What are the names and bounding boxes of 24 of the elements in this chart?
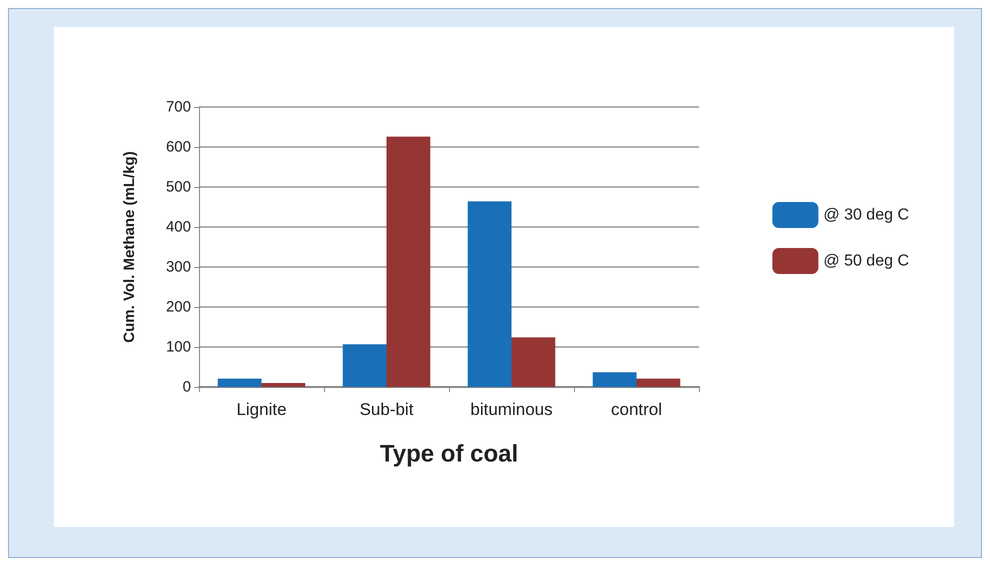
y-tick-label: 300 <box>166 258 191 276</box>
x-tick-label: bituminous <box>470 400 553 419</box>
y-tick-label: 100 <box>166 338 191 356</box>
legend-label: @ 50 deg C <box>823 252 909 270</box>
x-tick-label: Sub-bit <box>360 400 414 419</box>
bar <box>218 378 262 387</box>
y-tick-label: 700 <box>166 98 191 116</box>
bar <box>468 201 512 387</box>
y-tick-label: 600 <box>166 138 191 156</box>
bar <box>592 372 636 387</box>
x-axis-title: Type of coal <box>380 440 518 468</box>
x-tick-label: Lignite <box>236 400 287 419</box>
bar <box>342 344 386 387</box>
y-tick-label: 500 <box>166 178 191 196</box>
y-tick-label: 200 <box>166 298 191 316</box>
x-tick-label: control <box>610 400 662 419</box>
bar <box>512 337 556 387</box>
bar <box>262 383 306 387</box>
y-axis-title: Cum. Vol. Methane (mL/kg) <box>121 151 138 343</box>
bar <box>636 378 680 387</box>
y-tick-label: 400 <box>166 218 191 236</box>
bar <box>386 136 430 387</box>
y-tick-label: 0 <box>182 378 191 396</box>
legend-label: @ 30 deg C <box>823 206 909 224</box>
